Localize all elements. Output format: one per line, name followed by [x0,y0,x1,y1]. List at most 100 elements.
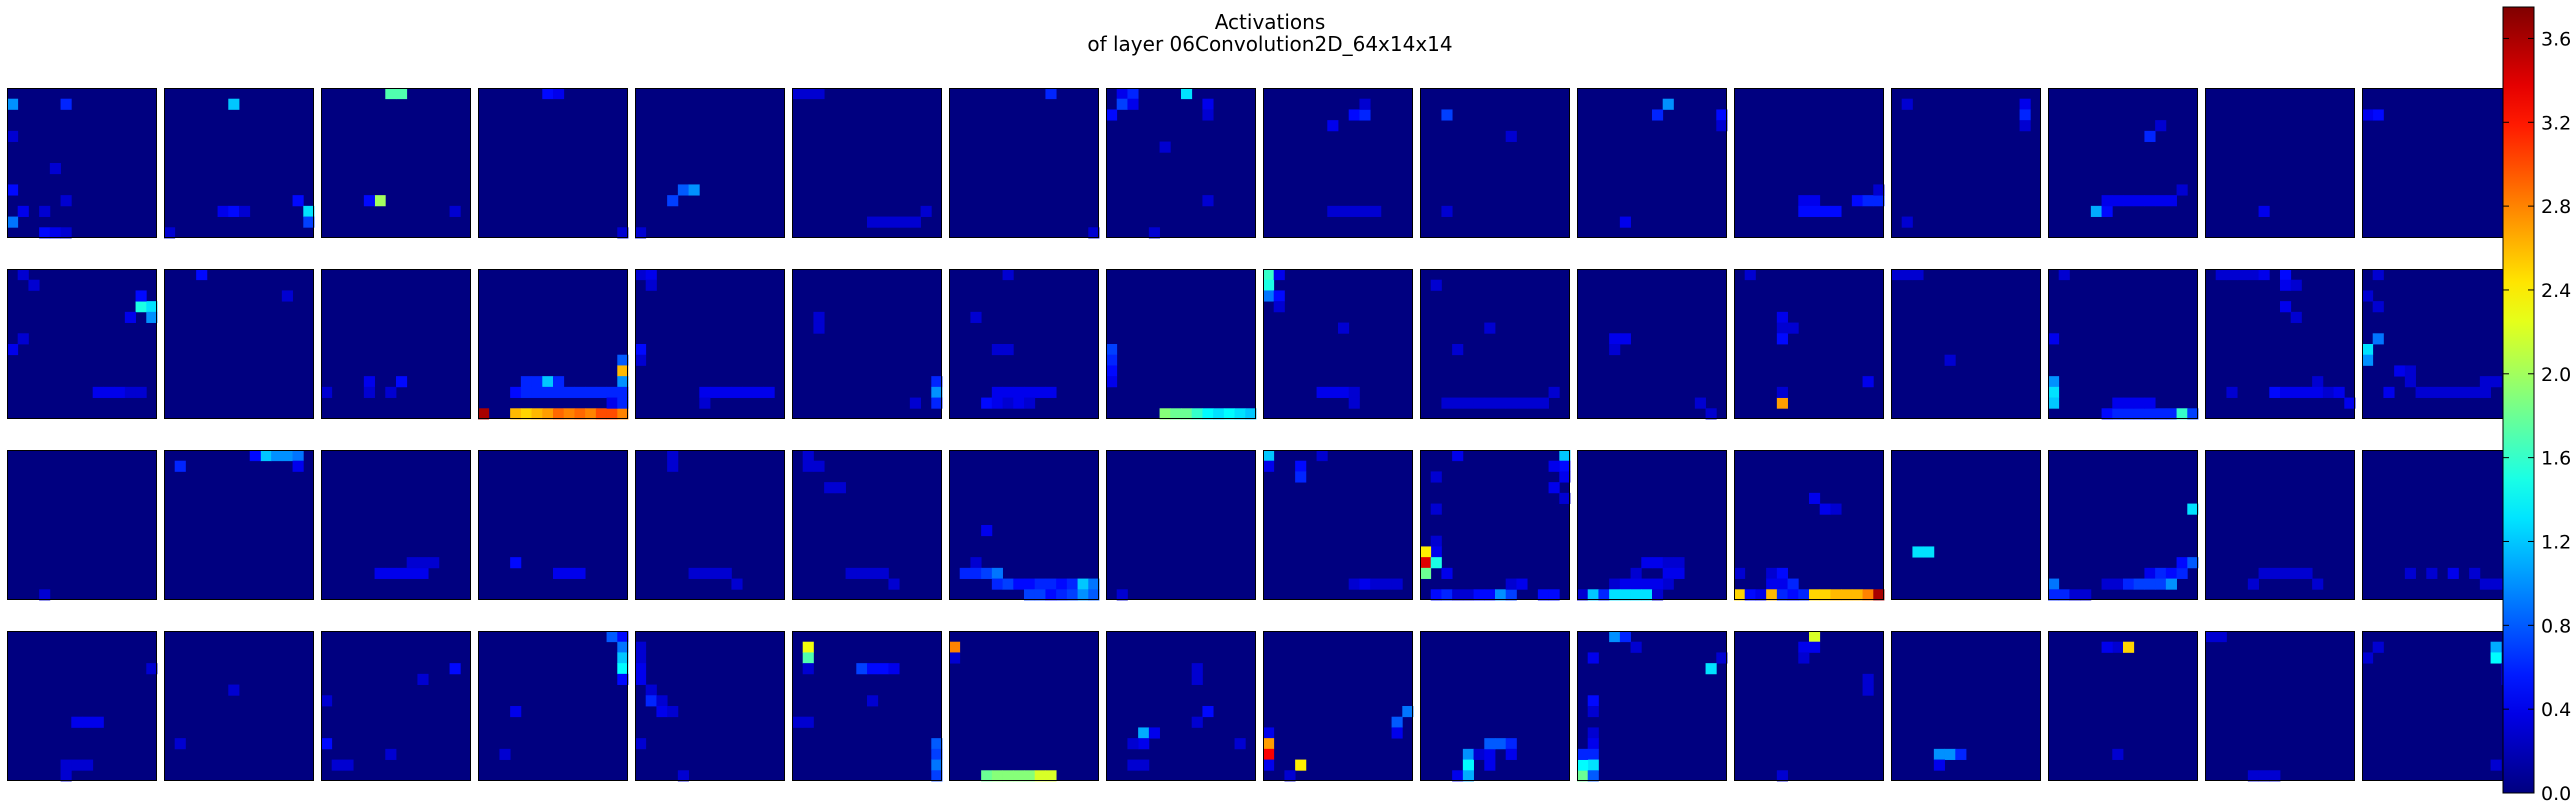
activation-cell [991,386,1003,398]
activation-cell [1034,578,1046,590]
map-frame [1420,269,1570,419]
activation-map-47 [2362,450,2513,600]
activation-cell [17,269,29,281]
activation-cell [1263,269,1275,281]
activation-cell [428,557,440,569]
activation-cell [1202,195,1214,207]
activation-cell [1441,205,1453,217]
map-frame [1734,269,1884,419]
activation-cell [1159,408,1171,420]
activation-cell [71,759,83,771]
activation-cell [699,386,711,398]
activation-cell [2144,578,2156,590]
activation-cell [2280,386,2292,398]
activation-cell [1619,578,1631,590]
activation-cell [617,652,629,664]
activation-cell [2426,386,2438,398]
activation-cell [499,748,511,760]
activation-cell [834,482,846,494]
activation-cell [1819,503,1831,515]
activation-cell [2123,408,2135,420]
activation-cell [174,738,186,750]
activation-cell [342,759,354,771]
activation-cell [2123,641,2135,653]
activation-cell [49,163,61,175]
activation-cell [2372,301,2384,313]
activation-cell [1755,589,1767,601]
activation-cell [1809,195,1821,207]
activation-cell [7,98,19,110]
activation-map-10 [1577,88,1728,238]
activation-cell [1359,205,1371,217]
activation-cell [1002,397,1014,409]
activation-cell [1202,98,1214,110]
activation-cell [802,663,814,675]
activation-map-25 [1420,269,1570,419]
activation-cell [1495,738,1507,750]
activation-cell [2458,386,2470,398]
activation-cell [617,641,629,653]
activation-cell [1295,759,1307,771]
activation-cell [385,88,397,100]
activation-cell [2133,408,2145,420]
activation-cell [981,770,993,782]
activation-cell [1744,269,1756,281]
activation-cell [2280,269,2292,281]
activation-cell [249,450,261,462]
activation-map-59 [1734,631,1884,782]
activation-cell [1191,716,1203,728]
activation-cell [2312,386,2324,398]
activation-cell [1106,376,1118,388]
map-frame [635,631,785,781]
activation-cell [2144,195,2156,207]
activation-cell [2080,589,2092,601]
activation-cell [542,408,554,420]
activation-cell [1002,269,1014,281]
activation-map-42 [1577,450,1727,601]
activation-cell [1630,589,1642,601]
activation-cell [82,716,94,728]
activation-cell [1891,269,1903,281]
map-frame [1891,450,2041,600]
activation-cell [1430,503,1442,515]
activation-map-41 [1420,450,1571,601]
activation-cell [2372,269,2384,281]
activation-cell [321,738,333,750]
activation-cell [1716,109,1728,121]
activation-cell [146,301,158,313]
activation-cell [1452,397,1464,409]
activation-cell [2123,195,2135,207]
map-background [1891,88,2041,238]
activation-cell [617,376,629,388]
activation-cell [510,557,522,569]
activation-cell [553,386,565,398]
activation-cell [1559,471,1571,483]
activation-cell [1116,88,1128,100]
map-frame [2205,88,2355,238]
activation-cell [174,460,186,472]
activation-map-21 [792,269,943,419]
activation-cell [981,567,993,579]
map-frame [1106,88,1256,238]
activation-cell [2394,365,2406,377]
activation-cell [1559,450,1571,462]
activation-cell [981,397,993,409]
activation-cell [1348,205,1360,217]
activation-cell [1862,376,1874,388]
activation-cell [2312,376,2324,388]
activation-map-14 [2205,88,2355,238]
activation-cell [635,269,647,281]
activation-cell [645,279,657,291]
activation-cell [1327,120,1339,132]
activation-cell [363,195,375,207]
activation-cell [2155,408,2167,420]
activation-cell [196,269,208,281]
activation-cell [1170,408,1182,420]
activation-cell [1441,589,1453,601]
map-background [1106,269,1256,419]
activation-cell [1088,578,1100,590]
activation-cell [1473,589,1485,601]
map-frame [1420,88,1570,238]
activation-cell [1245,408,1257,420]
